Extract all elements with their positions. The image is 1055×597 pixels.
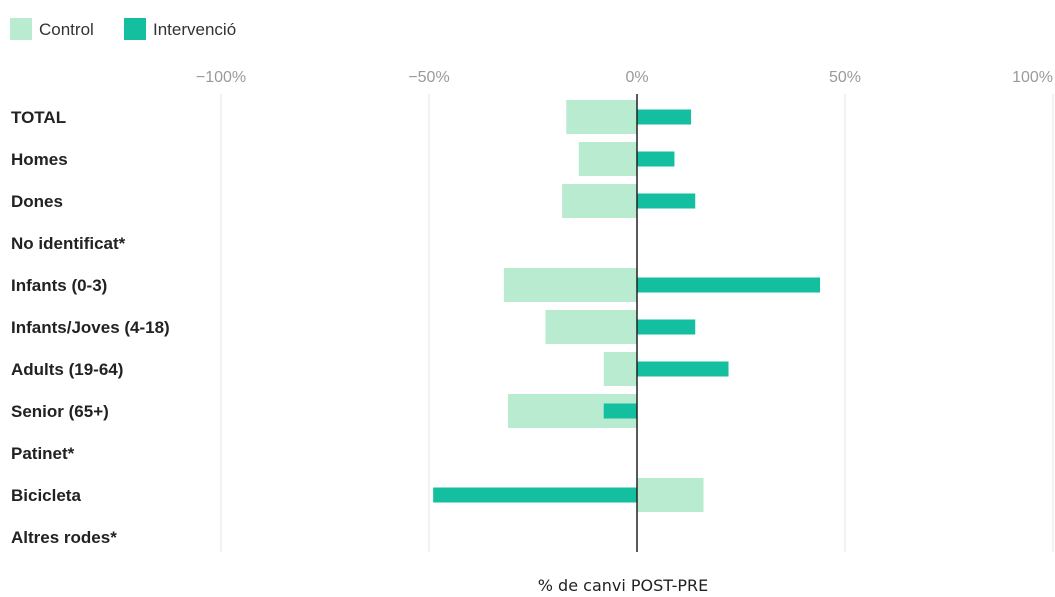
- category-label: Adults (19-64): [11, 360, 123, 379]
- x-tick-label: 0%: [625, 69, 648, 86]
- x-tick-label: −100%: [196, 69, 246, 86]
- x-axis-label: % de canvi POST-PRE: [538, 576, 708, 595]
- category-label: Senior (65+): [11, 402, 109, 421]
- category-label: Infants/Joves (4-18): [11, 318, 170, 337]
- category-label: No identificat*: [11, 234, 126, 253]
- bar-control: [562, 184, 637, 218]
- bars: [433, 100, 821, 512]
- category-label: TOTAL: [11, 108, 66, 127]
- category-label: Altres rodes*: [11, 528, 117, 547]
- bar-control: [578, 142, 637, 176]
- x-tick-label: 50%: [829, 69, 861, 86]
- category-label: Homes: [11, 150, 68, 169]
- legend: Control Intervenció: [10, 18, 236, 40]
- legend-swatch: [10, 18, 32, 40]
- category-label: Dones: [11, 192, 63, 211]
- bar-control: [503, 268, 637, 302]
- category-label: Bicicleta: [11, 486, 81, 505]
- bar-intervencio: [603, 403, 637, 419]
- bar-intervencio: [637, 361, 729, 377]
- legend-swatch: [124, 18, 146, 40]
- x-tick-label: 100%: [1012, 69, 1053, 86]
- bar-control: [545, 310, 637, 344]
- x-tick-label: −50%: [408, 69, 449, 86]
- category-label: Infants (0-3): [11, 276, 107, 295]
- bar-intervencio: [637, 193, 696, 209]
- grid-lines: [220, 94, 1054, 552]
- bar-intervencio: [637, 319, 696, 335]
- bar-intervencio: [637, 277, 821, 293]
- bar-control: [637, 478, 704, 512]
- bar-control: [566, 100, 637, 134]
- bar-intervencio: [433, 487, 637, 503]
- bar-control: [603, 352, 637, 386]
- x-tick-labels: −100% −50% 0% 50% 100%: [196, 69, 1053, 86]
- category-labels: TOTAL Homes Dones No identificat* Infants (0…: [11, 108, 170, 547]
- legend-label: Control: [39, 20, 94, 39]
- legend-label: Intervenció: [153, 20, 236, 39]
- category-label: Patinet*: [11, 444, 75, 463]
- bar-intervencio: [637, 109, 692, 125]
- bar-intervencio: [637, 151, 675, 167]
